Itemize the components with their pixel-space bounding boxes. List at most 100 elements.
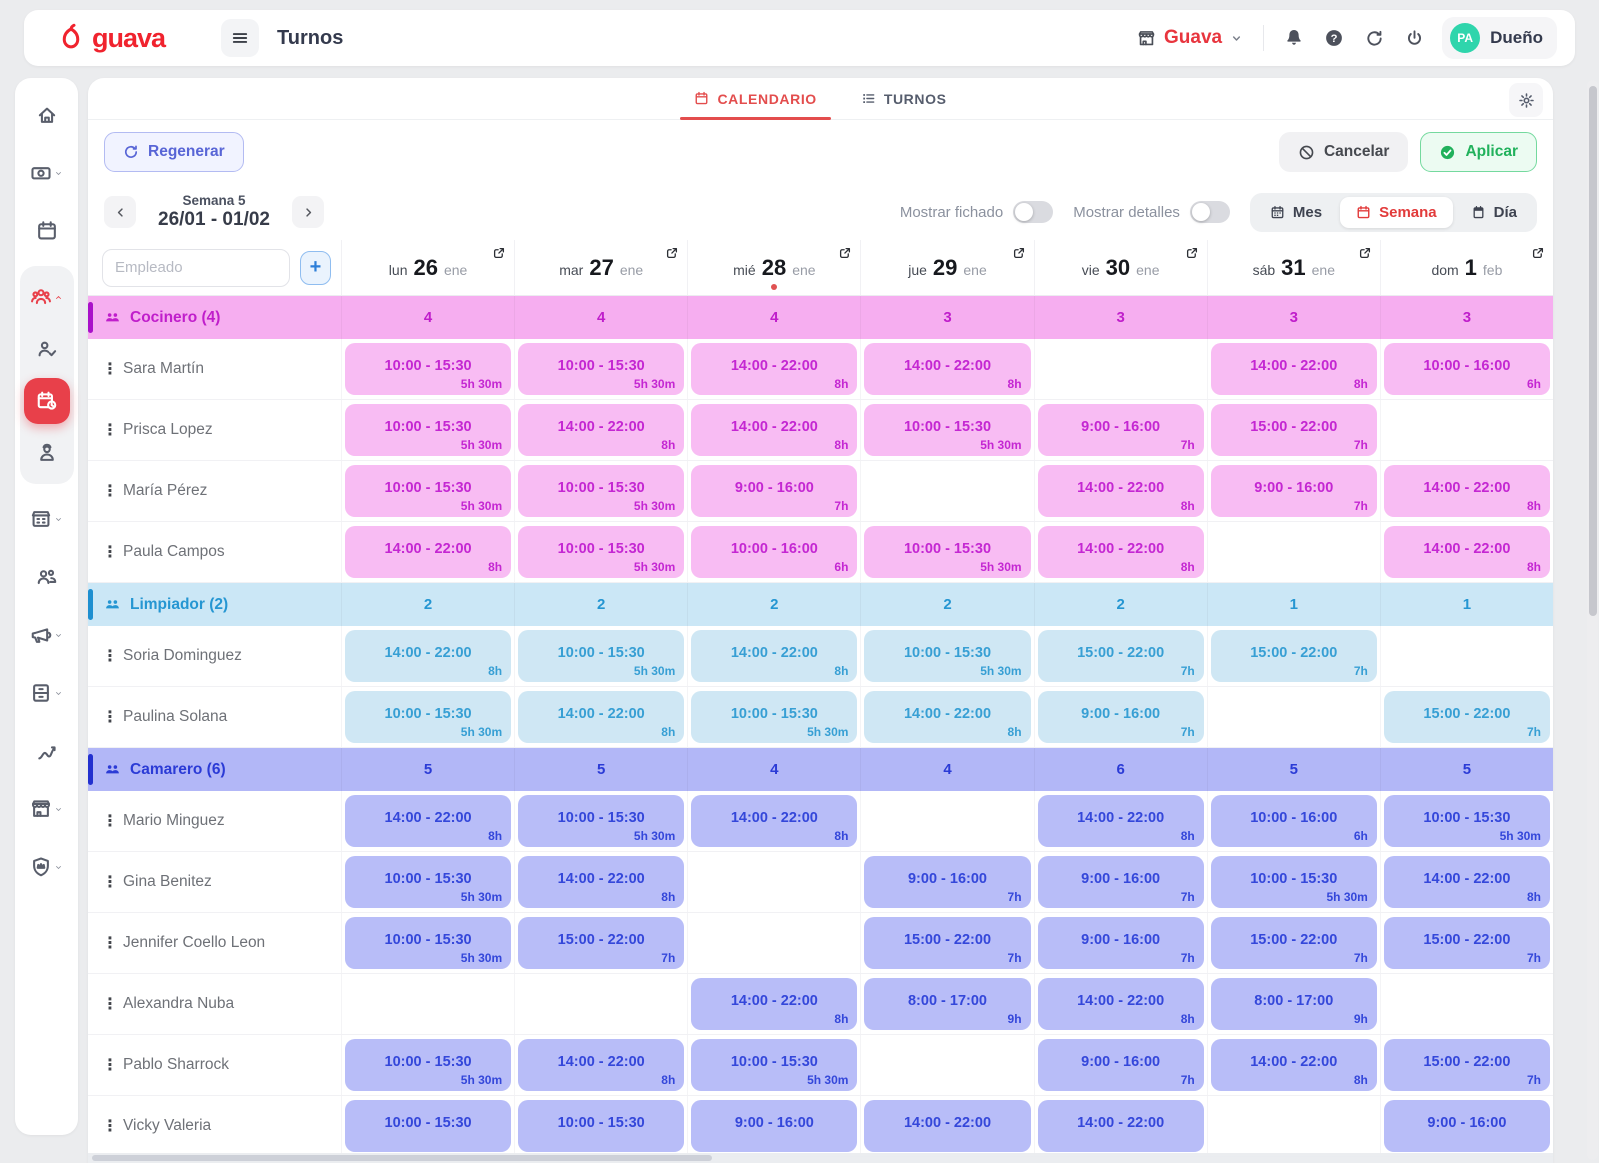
shift-pill[interactable]: 9:00 - 16:00 7h xyxy=(1037,1039,1204,1091)
shift-pill[interactable]: 14:00 - 22:00 8h xyxy=(1383,856,1550,908)
shift-pill[interactable]: 14:00 - 22:00 8h xyxy=(1037,465,1204,517)
shift-cell[interactable]: 9:00 - 16:00 7h xyxy=(860,852,1033,912)
external-link-icon[interactable] xyxy=(665,246,679,260)
view-semana-button[interactable]: Semana xyxy=(1340,196,1453,228)
shift-pill[interactable]: 10:00 - 15:30 5h 30m xyxy=(864,630,1031,682)
shift-cell[interactable]: 14:00 - 22:00 8h xyxy=(687,974,860,1034)
sidebar-item-home[interactable] xyxy=(24,92,70,138)
group-header-row[interactable]: Limpiador (2) 2 2 2 2 2 1 1 xyxy=(88,583,1553,626)
menu-toggle-button[interactable] xyxy=(221,19,260,57)
shift-cell[interactable]: 9:00 - 16:00 7h xyxy=(1033,400,1207,460)
shift-pill[interactable]: 10:00 - 15:30 5h 30m xyxy=(518,630,685,682)
shift-pill[interactable]: 14:00 - 22:00 xyxy=(864,1100,1031,1152)
shift-cell-empty[interactable] xyxy=(1206,687,1380,747)
tab-calendario[interactable]: CALENDARIO xyxy=(672,78,838,120)
sidebar-item-team[interactable] xyxy=(24,274,70,320)
shift-pill[interactable]: 10:00 - 16:00 6h xyxy=(1210,795,1377,847)
horizontal-scrollbar-thumb[interactable] xyxy=(92,1155,712,1161)
shift-cell[interactable]: 14:00 - 22:00 8h xyxy=(1033,461,1207,521)
shift-pill[interactable]: 14:00 - 22:00 xyxy=(1037,1100,1204,1152)
shift-pill[interactable]: 8:00 - 17:00 9h xyxy=(1210,978,1377,1030)
vertical-scrollbar[interactable] xyxy=(1587,80,1598,1160)
shift-pill[interactable]: 10:00 - 15:30 5h 30m xyxy=(345,404,512,456)
shift-pill[interactable]: 14:00 - 22:00 8h xyxy=(1037,526,1204,578)
shift-cell[interactable]: 14:00 - 22:00 8h xyxy=(1033,791,1207,851)
shift-cell[interactable]: 9:00 - 16:00 7h xyxy=(1033,913,1207,973)
shift-cell[interactable]: 14:00 - 22:00 8h xyxy=(341,522,514,582)
shift-cell[interactable]: 10:00 - 15:30 5h 30m xyxy=(341,852,514,912)
employee-menu-kebab-icon[interactable]: ⋮ xyxy=(102,996,118,1013)
shift-cell[interactable]: 10:00 - 15:30 5h 30m xyxy=(514,339,687,399)
shift-cell-empty[interactable] xyxy=(860,1035,1033,1095)
sidebar-item-payments[interactable] xyxy=(24,150,70,196)
sidebar-item-store[interactable] xyxy=(24,786,70,832)
employee-search-input[interactable] xyxy=(102,248,290,287)
group-header-row[interactable]: Cocinero (4) 4 4 4 3 3 3 3 xyxy=(88,296,1553,339)
employee-menu-kebab-icon[interactable]: ⋮ xyxy=(102,709,118,726)
shift-cell-empty[interactable] xyxy=(860,461,1033,521)
sidebar-item-schedule[interactable] xyxy=(23,378,70,424)
shift-pill[interactable]: 10:00 - 15:30 5h 30m xyxy=(345,465,512,517)
shift-pill[interactable]: 15:00 - 22:00 7h xyxy=(518,917,685,969)
shift-cell[interactable]: 14:00 - 22:00 8h xyxy=(687,791,860,851)
horizontal-scrollbar[interactable] xyxy=(88,1153,1553,1163)
shift-pill[interactable]: 10:00 - 15:30 5h 30m xyxy=(864,526,1031,578)
external-link-icon[interactable] xyxy=(1358,246,1372,260)
shift-pill[interactable]: 15:00 - 22:00 7h xyxy=(1210,404,1377,456)
notifications-button[interactable] xyxy=(1274,18,1314,58)
shift-pill[interactable]: 14:00 - 22:00 8h xyxy=(345,795,512,847)
shift-cell-empty[interactable] xyxy=(1379,626,1553,686)
shift-cell[interactable]: 14:00 - 22:00 8h xyxy=(1206,339,1380,399)
shift-cell[interactable]: 10:00 - 15:30 5h 30m xyxy=(860,522,1033,582)
shift-cell[interactable]: 15:00 - 22:00 7h xyxy=(1206,626,1380,686)
sidebar-item-analytics[interactable] xyxy=(24,728,70,774)
shift-pill[interactable]: 14:00 - 22:00 8h xyxy=(1383,526,1550,578)
shift-cell[interactable]: 14:00 - 22:00 8h xyxy=(860,339,1033,399)
shift-cell[interactable]: 9:00 - 16:00 7h xyxy=(1033,1035,1207,1095)
shift-pill[interactable]: 10:00 - 15:30 xyxy=(345,1100,512,1152)
external-link-icon[interactable] xyxy=(1185,246,1199,260)
shift-cell[interactable]: 10:00 - 15:30 5h 30m xyxy=(514,522,687,582)
shift-pill[interactable]: 9:00 - 16:00 7h xyxy=(1037,404,1204,456)
external-link-icon[interactable] xyxy=(1531,246,1545,260)
shift-cell[interactable]: 10:00 - 16:00 6h xyxy=(1379,339,1553,399)
shift-pill[interactable]: 10:00 - 15:30 5h 30m xyxy=(691,1039,858,1091)
previous-week-button[interactable] xyxy=(104,196,136,228)
sidebar-item-calendar[interactable] xyxy=(24,208,70,254)
shift-cell[interactable]: 14:00 - 22:00 8h xyxy=(341,626,514,686)
shift-pill[interactable]: 14:00 - 22:00 8h xyxy=(691,630,858,682)
shift-pill[interactable]: 8:00 - 17:00 9h xyxy=(864,978,1031,1030)
shift-cell[interactable]: 14:00 - 22:00 8h xyxy=(1206,1035,1380,1095)
employee-menu-kebab-icon[interactable]: ⋮ xyxy=(102,544,118,561)
shift-cell[interactable]: 14:00 - 22:00 8h xyxy=(514,400,687,460)
settings-button[interactable] xyxy=(1509,83,1543,117)
shift-cell[interactable]: 14:00 - 22:00 xyxy=(860,1096,1033,1156)
vertical-scrollbar-thumb[interactable] xyxy=(1588,86,1597,616)
shift-pill[interactable]: 10:00 - 15:30 5h 30m xyxy=(1210,856,1377,908)
shift-pill[interactable]: 10:00 - 16:00 6h xyxy=(1383,343,1550,395)
employee-menu-kebab-icon[interactable]: ⋮ xyxy=(102,874,118,891)
regenerate-button[interactable]: Regenerar xyxy=(104,132,244,172)
shift-cell[interactable]: 9:00 - 16:00 7h xyxy=(1033,687,1207,747)
shift-pill[interactable]: 9:00 - 16:00 7h xyxy=(1210,465,1377,517)
employee-menu-kebab-icon[interactable]: ⋮ xyxy=(102,935,118,952)
shift-cell[interactable]: 9:00 - 16:00 7h xyxy=(1033,852,1207,912)
shift-cell-empty[interactable] xyxy=(687,852,860,912)
shift-cell[interactable]: 9:00 - 16:00 7h xyxy=(687,461,860,521)
group-header-row[interactable]: Camarero (6) 5 5 4 4 6 5 5 xyxy=(88,748,1553,791)
shift-pill[interactable]: 15:00 - 22:00 7h xyxy=(1383,691,1550,743)
shift-pill[interactable]: 10:00 - 15:30 5h 30m xyxy=(864,404,1031,456)
shift-pill[interactable]: 14:00 - 22:00 8h xyxy=(518,404,685,456)
shift-cell-empty[interactable] xyxy=(687,913,860,973)
shift-pill[interactable]: 14:00 - 22:00 8h xyxy=(691,404,858,456)
shift-cell[interactable]: 14:00 - 22:00 8h xyxy=(1033,974,1207,1034)
shift-cell-empty[interactable] xyxy=(1379,400,1553,460)
sidebar-item-building[interactable] xyxy=(24,496,70,542)
shift-cell[interactable]: 14:00 - 22:00 8h xyxy=(1033,522,1207,582)
employee-menu-kebab-icon[interactable]: ⋮ xyxy=(102,1118,118,1135)
brand-logo[interactable]: guava xyxy=(56,22,166,54)
fichado-switch[interactable] xyxy=(1013,201,1054,223)
shift-pill[interactable]: 14:00 - 22:00 8h xyxy=(1037,978,1204,1030)
shift-cell[interactable]: 10:00 - 15:30 5h 30m xyxy=(341,461,514,521)
shift-pill[interactable]: 14:00 - 22:00 8h xyxy=(1383,465,1550,517)
